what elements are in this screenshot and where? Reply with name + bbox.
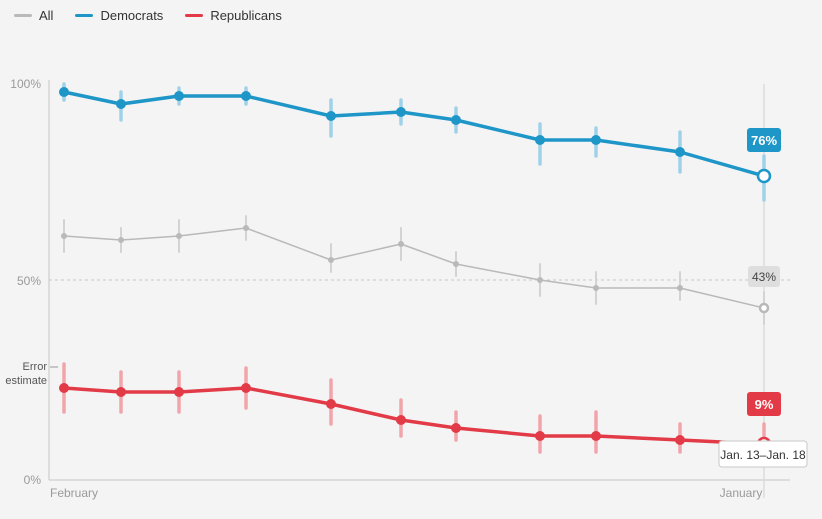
y-tick-100: 100% — [10, 77, 41, 91]
point-democrats-3[interactable] — [241, 91, 251, 101]
point-democrats-10[interactable] — [756, 168, 772, 184]
point-republicans-6[interactable] — [451, 423, 461, 433]
x-tick-february: February — [50, 486, 98, 500]
date-tooltip-text: Jan. 13–Jan. 18 — [720, 448, 806, 462]
point-all-6[interactable] — [453, 261, 459, 267]
point-republicans-3[interactable] — [241, 383, 251, 393]
point-republicans-9[interactable] — [675, 435, 685, 445]
legend-item-all[interactable]: All — [14, 8, 53, 23]
point-democrats-0[interactable] — [59, 87, 69, 97]
legend-label-all: All — [39, 8, 54, 23]
badge-democrats-bg — [747, 128, 781, 152]
legend-swatch-democrats — [75, 14, 94, 17]
point-democrats-1[interactable] — [116, 99, 126, 109]
point-republicans-1[interactable] — [116, 387, 126, 397]
point-republicans-4[interactable] — [326, 399, 336, 409]
legend-item-republicans[interactable]: Republicans — [185, 8, 282, 23]
point-republicans-0[interactable] — [59, 383, 69, 393]
legend-item-democrats[interactable]: Democrats — [75, 8, 163, 23]
point-democrats-4[interactable] — [326, 111, 336, 121]
point-democrats-2[interactable] — [174, 91, 184, 101]
point-all-2[interactable] — [176, 233, 182, 239]
error-label-line2: estimate — [5, 375, 47, 387]
point-democrats-7[interactable] — [535, 135, 545, 145]
badge-democrats-text: 76% — [751, 133, 777, 148]
error-bars — [62, 82, 766, 458]
point-democrats-6[interactable] — [451, 115, 461, 125]
point-all-1[interactable] — [118, 237, 124, 243]
series-line-democrats — [62, 90, 766, 178]
point-all-0[interactable] — [61, 233, 67, 239]
point-all-3[interactable] — [243, 225, 249, 231]
date-tooltip-box — [718, 440, 808, 468]
legend-swatch-republicans — [185, 14, 204, 17]
point-all-8[interactable] — [593, 285, 599, 291]
point-republicans-2[interactable] — [174, 387, 184, 397]
series-line-republicans — [62, 386, 766, 446]
y-tick-50: 50% — [17, 274, 41, 288]
badge-all-text: 43% — [752, 270, 776, 284]
point-republicans-5[interactable] — [396, 415, 406, 425]
badge-republicans-text: 9% — [755, 397, 774, 412]
legend-label-republicans: Republicans — [210, 8, 282, 23]
legend-swatch-all — [14, 14, 32, 17]
point-republicans-8[interactable] — [591, 431, 601, 441]
point-all-10[interactable] — [758, 302, 770, 314]
point-all-7[interactable] — [537, 277, 543, 283]
point-democrats-8[interactable] — [591, 135, 601, 145]
error-label-line1: Error — [23, 361, 48, 373]
badge-republicans-bg — [747, 392, 781, 416]
badge-all-bg — [748, 266, 780, 287]
series-points — [59, 87, 772, 452]
point-democrats-9[interactable] — [675, 147, 685, 157]
series-lines — [62, 90, 766, 446]
legend-label-democrats: Democrats — [100, 8, 164, 23]
value-badges: 76% 43% 9% Jan. 13–Jan. 18 — [718, 128, 808, 468]
point-republicans-7[interactable] — [535, 431, 545, 441]
x-tick-january: January — [720, 486, 763, 500]
point-democrats-5[interactable] — [396, 107, 406, 117]
legend: All Democrats Republicans — [14, 8, 282, 23]
y-tick-0: 0% — [24, 473, 42, 487]
series-line-all — [63, 227, 765, 309]
point-all-5[interactable] — [398, 241, 404, 247]
point-all-4[interactable] — [328, 257, 334, 263]
point-all-9[interactable] — [677, 285, 683, 291]
